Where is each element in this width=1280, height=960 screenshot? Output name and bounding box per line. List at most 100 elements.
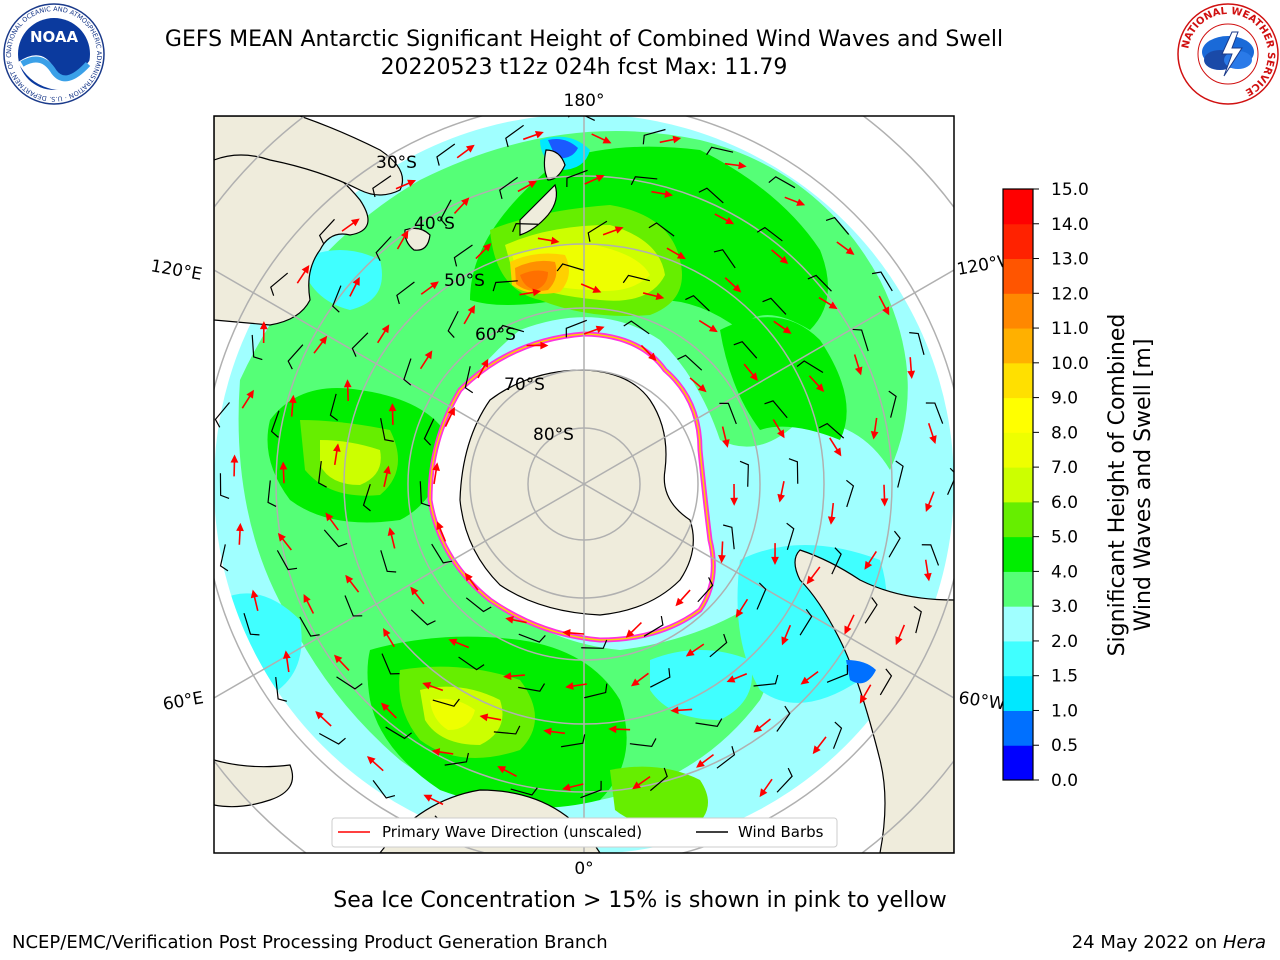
wind-barb xyxy=(753,674,779,687)
colorbar-tick-label: 12.0 xyxy=(1051,284,1089,304)
colorbar-segment xyxy=(1003,432,1033,468)
wave-arrow-head xyxy=(350,218,360,227)
wave-arrow-head xyxy=(550,236,560,245)
wave-arrow-head xyxy=(800,676,810,685)
wave-arrow-head xyxy=(771,556,779,565)
wind-barb xyxy=(807,274,832,292)
wind-barb xyxy=(648,222,675,237)
wave-arrow-head xyxy=(625,629,635,638)
wind-barb xyxy=(888,390,897,418)
wind-barb xyxy=(444,752,470,766)
footer-date: 24 May 2022 on Hera xyxy=(1072,932,1266,953)
wind-barb xyxy=(561,734,586,748)
wind-barb xyxy=(344,595,363,617)
wave-arrow-head xyxy=(540,341,549,350)
colorbar-segment xyxy=(1003,710,1033,746)
wind-barb xyxy=(287,344,304,370)
colorbar-frame xyxy=(1002,188,1034,781)
wave-arrow-head xyxy=(562,629,571,637)
wind-barb xyxy=(499,176,518,200)
wind-barb xyxy=(852,328,869,352)
wave-arrow-head xyxy=(230,454,239,463)
footer-credit: NCEP/EMC/Verification Post Processing Pr… xyxy=(12,932,608,953)
wave-arrow-head xyxy=(352,276,360,286)
wave-arrow-head xyxy=(319,335,328,345)
wave-arrow-head xyxy=(854,366,863,376)
wave-arrow-head xyxy=(602,136,612,144)
wind-barb xyxy=(846,479,855,508)
wave-arrow-head xyxy=(325,512,334,522)
wave-arrow-head xyxy=(812,745,821,755)
colorbar-segment xyxy=(1003,258,1033,294)
land-madagascar xyxy=(214,759,294,808)
wave-arrow-head xyxy=(333,443,341,452)
colorbar-label-line2: Wind Waves and Swell [m] xyxy=(1131,339,1156,632)
wave-arrow-head xyxy=(250,589,259,599)
wind-barb xyxy=(453,244,473,267)
wave-arrow-head xyxy=(430,281,439,290)
wave-arrow-head xyxy=(562,783,571,792)
wind-barb xyxy=(465,597,492,613)
wind-barb xyxy=(243,613,260,636)
colorbar xyxy=(1003,189,1033,781)
wind-barb xyxy=(332,285,342,313)
colorbar-tick-label: 2.0 xyxy=(1051,632,1078,652)
colorbar-segment xyxy=(1003,328,1033,364)
wind-barb xyxy=(832,721,843,749)
wave-arrow-head xyxy=(925,503,933,512)
wind-barb xyxy=(709,633,728,658)
wave-arrow-head xyxy=(864,560,873,570)
wind-barb xyxy=(580,780,602,799)
wave-arrow-head xyxy=(505,616,514,624)
wave-arrow-head xyxy=(655,292,665,301)
wind-barb xyxy=(706,146,734,156)
wave-arrow-head xyxy=(696,759,705,768)
wave-arrow-head xyxy=(648,352,657,362)
wind-barb xyxy=(385,726,412,740)
wave-direction-arrows xyxy=(230,131,937,806)
colorbar-segment xyxy=(1003,189,1033,225)
wind-barb xyxy=(739,460,749,487)
wave-arrow-head xyxy=(675,597,684,607)
wind-barb xyxy=(879,668,893,696)
wind-barb xyxy=(698,187,724,204)
wave-arrow-head xyxy=(503,672,512,681)
wave-arrow-head xyxy=(481,358,489,368)
wave-arrow-head xyxy=(722,439,730,448)
wave-arrow-head xyxy=(301,264,310,274)
wave-arrow-head xyxy=(448,638,458,646)
wave-arrow-head xyxy=(725,217,735,225)
wave-arrow-head xyxy=(726,675,736,683)
wind-barb xyxy=(716,746,736,769)
wind-barb xyxy=(776,705,791,732)
wave-arrow-head xyxy=(759,788,768,798)
wind-barb xyxy=(685,295,710,312)
wind-barb xyxy=(584,683,608,699)
wave-arrow-head xyxy=(815,383,825,392)
wind-barb xyxy=(380,418,394,442)
wind-barb xyxy=(423,418,435,446)
wave-arrow-head xyxy=(929,435,937,445)
wind-barb xyxy=(722,524,735,550)
footer-date-text: 24 May 2022 on xyxy=(1071,932,1223,953)
colorbar-segment xyxy=(1003,606,1033,642)
wave-arrow-head xyxy=(845,247,855,255)
wave-arrow-head xyxy=(383,465,391,475)
wind-barb xyxy=(403,358,412,386)
wave-arrow-head xyxy=(400,230,409,239)
wave-arrow-head xyxy=(859,694,868,704)
wave-arrow-head xyxy=(461,197,470,206)
wind-barb xyxy=(464,366,474,394)
wave-arrow-head xyxy=(532,288,542,297)
wave-arrow-head xyxy=(827,516,836,525)
wave-arrow-head xyxy=(923,572,932,582)
svg-text:NOAA: NOAA xyxy=(30,28,79,46)
wind-barb xyxy=(336,676,363,690)
wave-arrow-head xyxy=(388,403,397,412)
wind-barb xyxy=(458,656,485,671)
wind-barb xyxy=(697,577,714,603)
wind-barb xyxy=(299,616,320,637)
colorbar-segment xyxy=(1003,467,1033,503)
wind-barb xyxy=(864,597,878,624)
wind-barb xyxy=(518,633,546,643)
